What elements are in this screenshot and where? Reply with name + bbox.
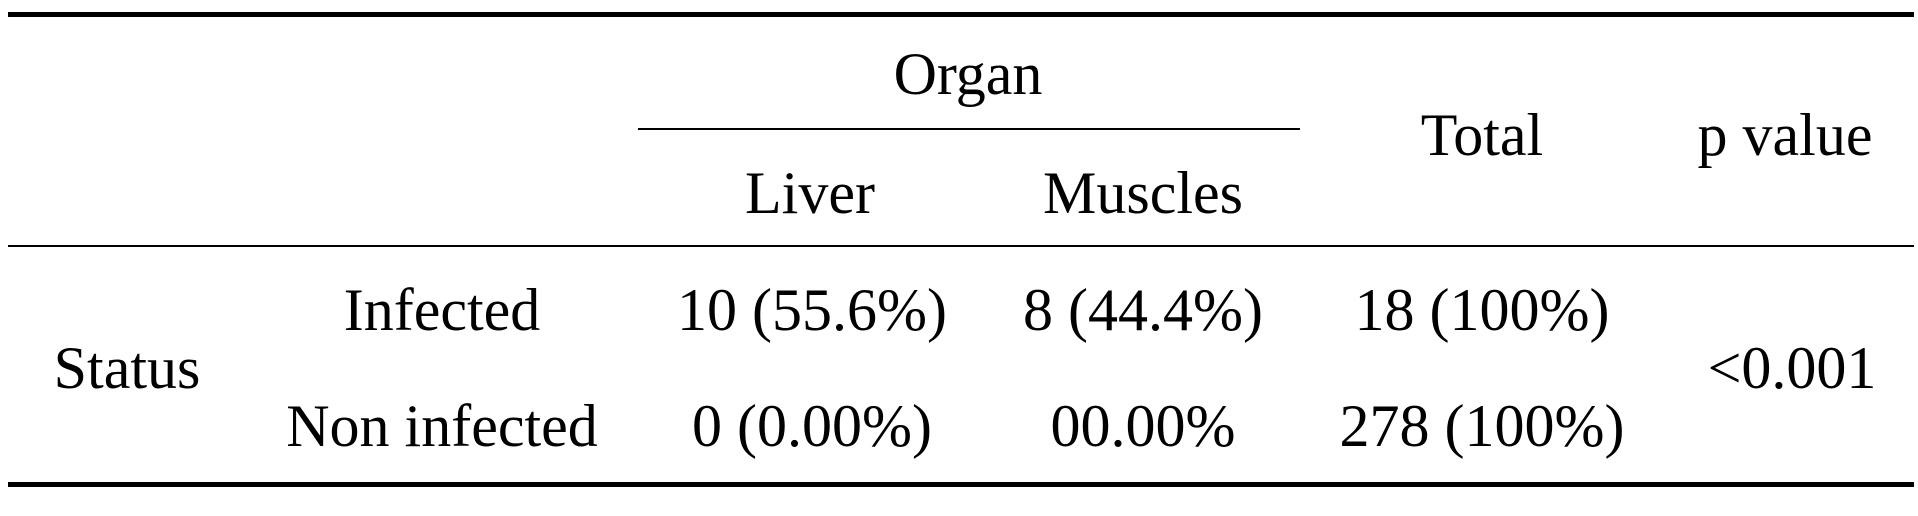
organ-header-rule <box>638 128 1300 130</box>
table-header-rule <box>8 245 1914 247</box>
infected-muscles-cell: 8 (44.4%) <box>1023 277 1263 343</box>
infected-liver-cell: 10 (55.6%) <box>677 277 947 343</box>
non-infected-total-cell: 278 (100%) <box>1339 393 1625 459</box>
row-group-status: Status <box>53 335 201 401</box>
row-label-infected: Infected <box>343 277 541 343</box>
header-liver: Liver <box>745 160 875 226</box>
header-total: Total <box>1420 102 1544 168</box>
non-infected-liver-cell: 0 (0.00%) <box>692 393 932 459</box>
infected-total-cell: 18 (100%) <box>1354 277 1610 343</box>
p-value-cell: <0.001 <box>1707 335 1877 401</box>
header-muscles: Muscles <box>1043 160 1243 226</box>
table-top-rule <box>8 12 1914 17</box>
header-p-value: p value <box>1697 102 1873 168</box>
header-organ: Organ <box>893 41 1043 107</box>
table-bottom-rule <box>8 482 1914 487</box>
non-infected-muscles-cell: 00.00% <box>1050 393 1236 459</box>
row-label-non-infected: Non infected <box>286 393 598 459</box>
